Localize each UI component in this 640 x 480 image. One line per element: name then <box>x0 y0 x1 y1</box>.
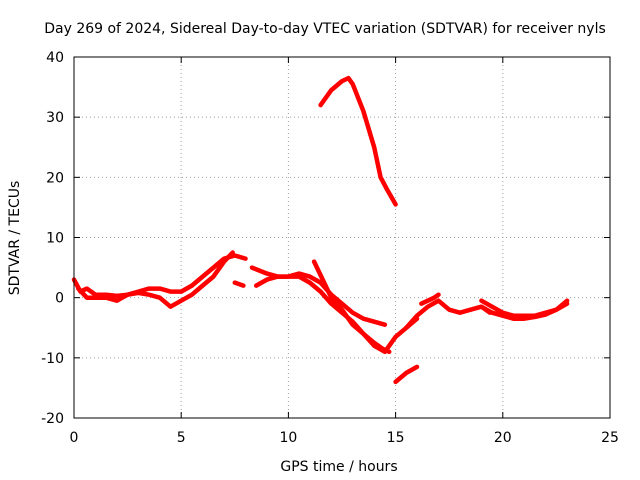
x-tick-label: 10 <box>279 430 297 446</box>
y-tick-label: -20 <box>41 411 64 427</box>
x-tick-label: 15 <box>387 430 405 446</box>
series-track-f <box>311 259 392 355</box>
series-track-j <box>419 292 441 306</box>
y-tick-label: 40 <box>46 50 64 66</box>
series-track-d <box>253 274 420 355</box>
y-tick-label: -10 <box>41 351 64 367</box>
grid <box>74 57 610 418</box>
series-track-b <box>76 250 235 309</box>
chart-title: Day 269 of 2024, Sidereal Day-to-day VTE… <box>44 21 606 37</box>
series-track-e <box>249 265 388 327</box>
y-axis-title: SDTVAR / TECUs <box>7 181 23 296</box>
series-track-h <box>393 364 420 385</box>
x-tick-label: 25 <box>601 430 619 446</box>
y-tick-label: 0 <box>55 291 64 307</box>
series-track-c <box>232 280 246 288</box>
series-track-g <box>318 75 398 207</box>
x-tick-label: 0 <box>70 430 79 446</box>
series-track-i <box>404 298 493 331</box>
series-track-a <box>71 253 248 299</box>
series-track-l <box>479 298 570 321</box>
x-tick-label: 5 <box>177 430 186 446</box>
series-group <box>71 75 570 385</box>
y-tick-label: 30 <box>46 110 64 126</box>
y-tick-label: 20 <box>46 170 64 186</box>
ticks: 0 5 10 15 20 25 -20 -10 0 10 20 30 40 <box>41 50 619 446</box>
x-tick-label: 20 <box>494 430 512 446</box>
x-axis-title: GPS time / hours <box>280 459 397 475</box>
y-tick-label: 10 <box>46 231 64 247</box>
